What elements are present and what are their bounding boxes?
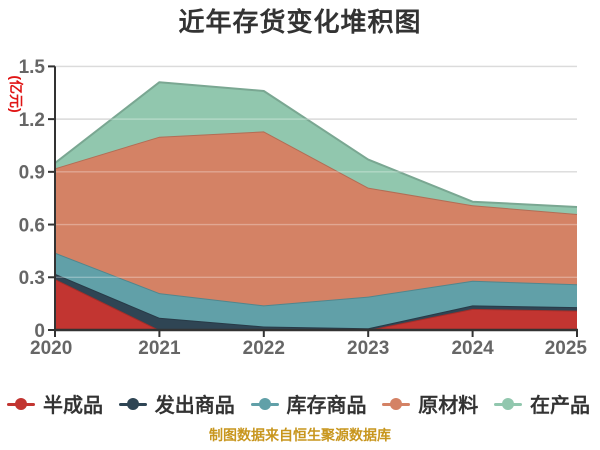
series-area-2 <box>55 252 577 329</box>
series-area-3 <box>55 131 577 306</box>
x-tick-label: 2022 <box>243 338 285 359</box>
legend-item-2[interactable]: 库存商品 <box>250 389 367 418</box>
legend-line-circle-icon <box>382 397 411 411</box>
x-tick-label: 2025 <box>545 338 588 359</box>
y-tick-label: 0.3 <box>19 268 45 289</box>
x-tick-label: 2023 <box>347 338 389 359</box>
legend: 半成品 发出商品 库存商品 原材料 在产品 <box>0 389 600 418</box>
chart-title: 近年存货变化堆积图 <box>178 7 422 37</box>
data-source-note: 制图数据来自恒生聚源数据库 <box>209 427 391 443</box>
legend-label: 在产品 <box>530 395 590 417</box>
x-tick-label: 2024 <box>451 338 494 359</box>
y-tick-label: 0 <box>34 321 45 342</box>
legend-label: 发出商品 <box>154 395 235 417</box>
legend-line-circle-icon <box>118 397 147 411</box>
series-line-4 <box>54 81 578 208</box>
y-tick-label: 1.5 <box>19 57 46 78</box>
x-tick-label: 2021 <box>138 338 181 359</box>
legend-line-circle-icon <box>250 397 279 411</box>
y-tick-label: 1.2 <box>19 110 45 131</box>
series-area-4 <box>55 82 577 215</box>
legend-label: 半成品 <box>43 395 103 417</box>
legend-line-circle-icon <box>494 397 522 411</box>
legend-label: 原材料 <box>418 395 479 417</box>
legend-line-circle-icon <box>7 397 35 411</box>
y-tick-label: 0.6 <box>19 215 45 236</box>
legend-item-0[interactable]: 半成品 <box>7 389 103 418</box>
legend-item-4[interactable]: 在产品 <box>494 389 590 418</box>
legend-label: 库存商品 <box>286 395 367 417</box>
y-tick-label: 0.9 <box>19 163 45 184</box>
legend-item-1[interactable]: 发出商品 <box>118 389 235 418</box>
x-tick-label: 2020 <box>30 338 72 359</box>
series-area-0 <box>55 279 577 330</box>
legend-item-3[interactable]: 原材料 <box>382 389 478 418</box>
